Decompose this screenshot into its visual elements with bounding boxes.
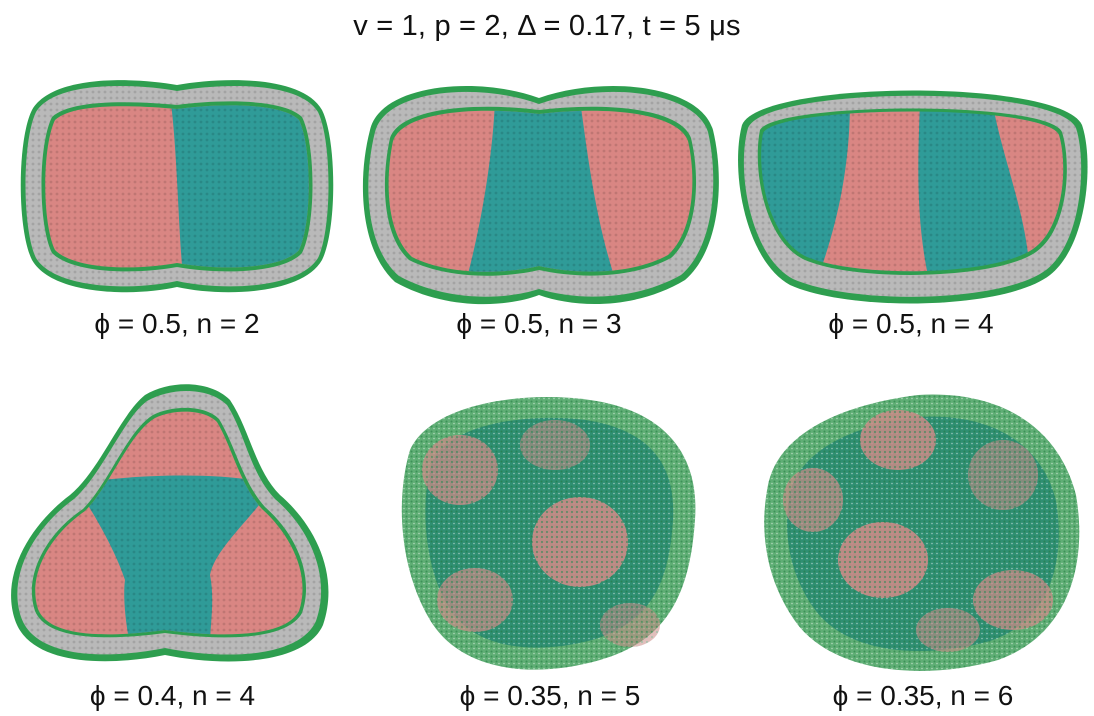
pink-domain bbox=[968, 440, 1038, 510]
vesicle-panel-2 bbox=[362, 86, 719, 305]
panel-2-caption: ϕ = 0.5, n = 3 bbox=[456, 308, 622, 339]
pink-domain bbox=[422, 435, 498, 505]
panel-5-caption: ϕ = 0.35, n = 5 bbox=[459, 680, 641, 711]
panel-4-caption: ϕ = 0.4, n = 4 bbox=[89, 680, 256, 711]
figure-title: v = 1, p = 2, Δ = 0.17, t = 5 μs bbox=[353, 10, 741, 42]
vesicle-panel-6 bbox=[764, 394, 1080, 671]
panel-1-caption: ϕ = 0.5, n = 2 bbox=[94, 308, 260, 339]
vesicle-panel-5 bbox=[401, 397, 696, 670]
pink-domain bbox=[520, 420, 590, 470]
vesicle-panel-3 bbox=[738, 90, 1088, 304]
pink-domain bbox=[437, 568, 513, 632]
panel-6-caption: ϕ = 0.35, n = 6 bbox=[832, 680, 1014, 711]
pink-domain bbox=[916, 608, 980, 652]
pink-domain bbox=[532, 497, 628, 587]
pink-domain bbox=[860, 410, 936, 470]
pink-domain bbox=[838, 522, 928, 598]
vesicle-panel-1 bbox=[20, 80, 334, 293]
pink-domain bbox=[973, 570, 1053, 630]
pink-domain bbox=[600, 603, 660, 647]
panel-3-caption: ϕ = 0.5, n = 4 bbox=[828, 308, 994, 339]
vesicle-panel-4 bbox=[11, 384, 329, 662]
pink-domain bbox=[783, 468, 843, 532]
